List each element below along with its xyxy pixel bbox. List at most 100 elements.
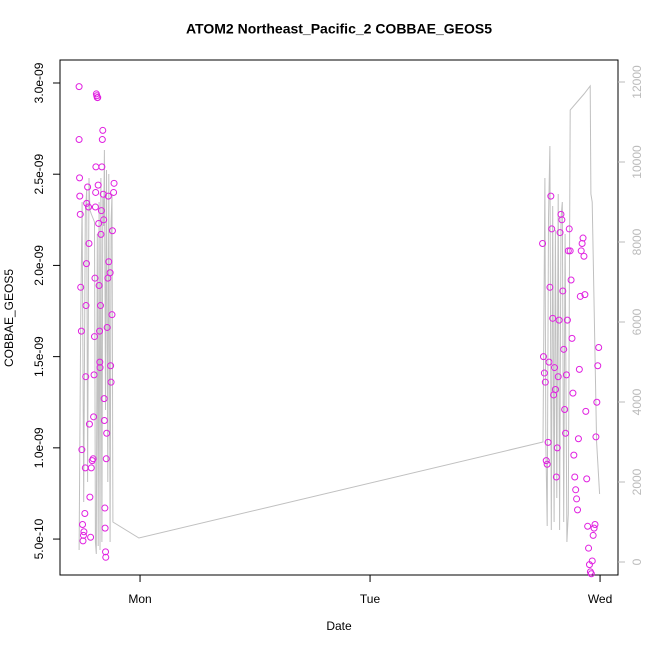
point	[544, 438, 552, 446]
point	[97, 230, 105, 238]
point	[79, 520, 87, 528]
point	[574, 506, 582, 514]
point	[560, 345, 568, 353]
point	[76, 192, 84, 200]
point	[553, 444, 561, 452]
point	[77, 283, 85, 291]
point	[79, 537, 87, 545]
point	[110, 188, 118, 196]
point	[588, 557, 596, 565]
point	[567, 276, 575, 284]
point	[593, 398, 601, 406]
point	[84, 183, 92, 191]
point	[99, 126, 107, 134]
point	[580, 252, 588, 260]
point	[96, 327, 104, 335]
point	[82, 260, 90, 268]
point	[95, 219, 103, 227]
point	[91, 333, 99, 341]
point	[103, 323, 111, 331]
point	[581, 291, 589, 299]
point	[542, 457, 550, 465]
point	[110, 179, 118, 187]
point	[595, 344, 603, 352]
y2-tick-label: 2000	[630, 468, 644, 495]
x-tick-label: Wed	[588, 592, 612, 606]
x-tick-label: Mon	[128, 592, 151, 606]
point	[555, 316, 563, 324]
point	[569, 389, 577, 397]
x-axis-label: Date	[326, 619, 352, 633]
point	[549, 314, 557, 322]
point	[543, 460, 551, 468]
point	[539, 353, 547, 361]
point	[590, 524, 598, 532]
point	[87, 464, 95, 472]
y2-tick-label: 10000	[630, 145, 644, 179]
y-tick-label: 2.5e-09	[32, 154, 46, 195]
point	[105, 258, 113, 266]
point	[77, 327, 85, 335]
point	[561, 406, 569, 414]
point	[89, 455, 97, 463]
point	[101, 524, 109, 532]
point	[540, 369, 548, 377]
chart-title: ATOM2 Northeast_Pacific_2 COBBAE_GEOS5	[186, 21, 492, 37]
point	[78, 446, 86, 454]
y2-tick-label: 6000	[630, 308, 644, 335]
point	[82, 302, 90, 310]
point	[102, 553, 110, 561]
point	[76, 174, 84, 182]
point	[568, 334, 576, 342]
point	[79, 531, 87, 539]
point	[585, 544, 593, 552]
point	[92, 188, 100, 196]
point	[95, 281, 103, 289]
point	[546, 283, 554, 291]
point	[551, 385, 559, 393]
point	[582, 407, 590, 415]
point	[583, 475, 591, 483]
point	[562, 429, 570, 437]
point	[579, 234, 587, 242]
point	[91, 203, 99, 211]
point	[564, 247, 572, 255]
y2-tick-label: 12000	[630, 65, 644, 99]
point	[83, 199, 91, 207]
point	[100, 395, 108, 403]
point	[575, 365, 583, 373]
point	[100, 416, 108, 424]
point	[577, 247, 585, 255]
point	[94, 94, 102, 102]
point	[87, 533, 95, 541]
point	[85, 203, 93, 211]
point	[541, 378, 549, 386]
point	[573, 495, 581, 503]
line	[78, 84, 601, 555]
point	[547, 192, 555, 200]
point	[587, 570, 595, 578]
point	[574, 435, 582, 443]
point	[539, 240, 547, 248]
point	[94, 181, 102, 189]
x-tick-label: Tue	[360, 592, 381, 606]
point	[104, 192, 112, 200]
point	[98, 136, 106, 144]
point	[98, 163, 106, 171]
point	[91, 274, 99, 282]
point	[554, 373, 562, 381]
point	[86, 493, 94, 501]
point	[82, 373, 90, 381]
point	[85, 240, 93, 248]
point	[552, 473, 560, 481]
y-axis-label: COBBAE_GEOS5	[2, 269, 16, 367]
point	[572, 486, 580, 494]
point	[551, 364, 559, 372]
point	[559, 287, 567, 295]
point	[75, 136, 83, 144]
point	[108, 311, 116, 319]
point	[96, 364, 104, 372]
point	[576, 292, 584, 300]
point	[562, 371, 570, 379]
y2-tick-label: 8000	[630, 228, 644, 255]
